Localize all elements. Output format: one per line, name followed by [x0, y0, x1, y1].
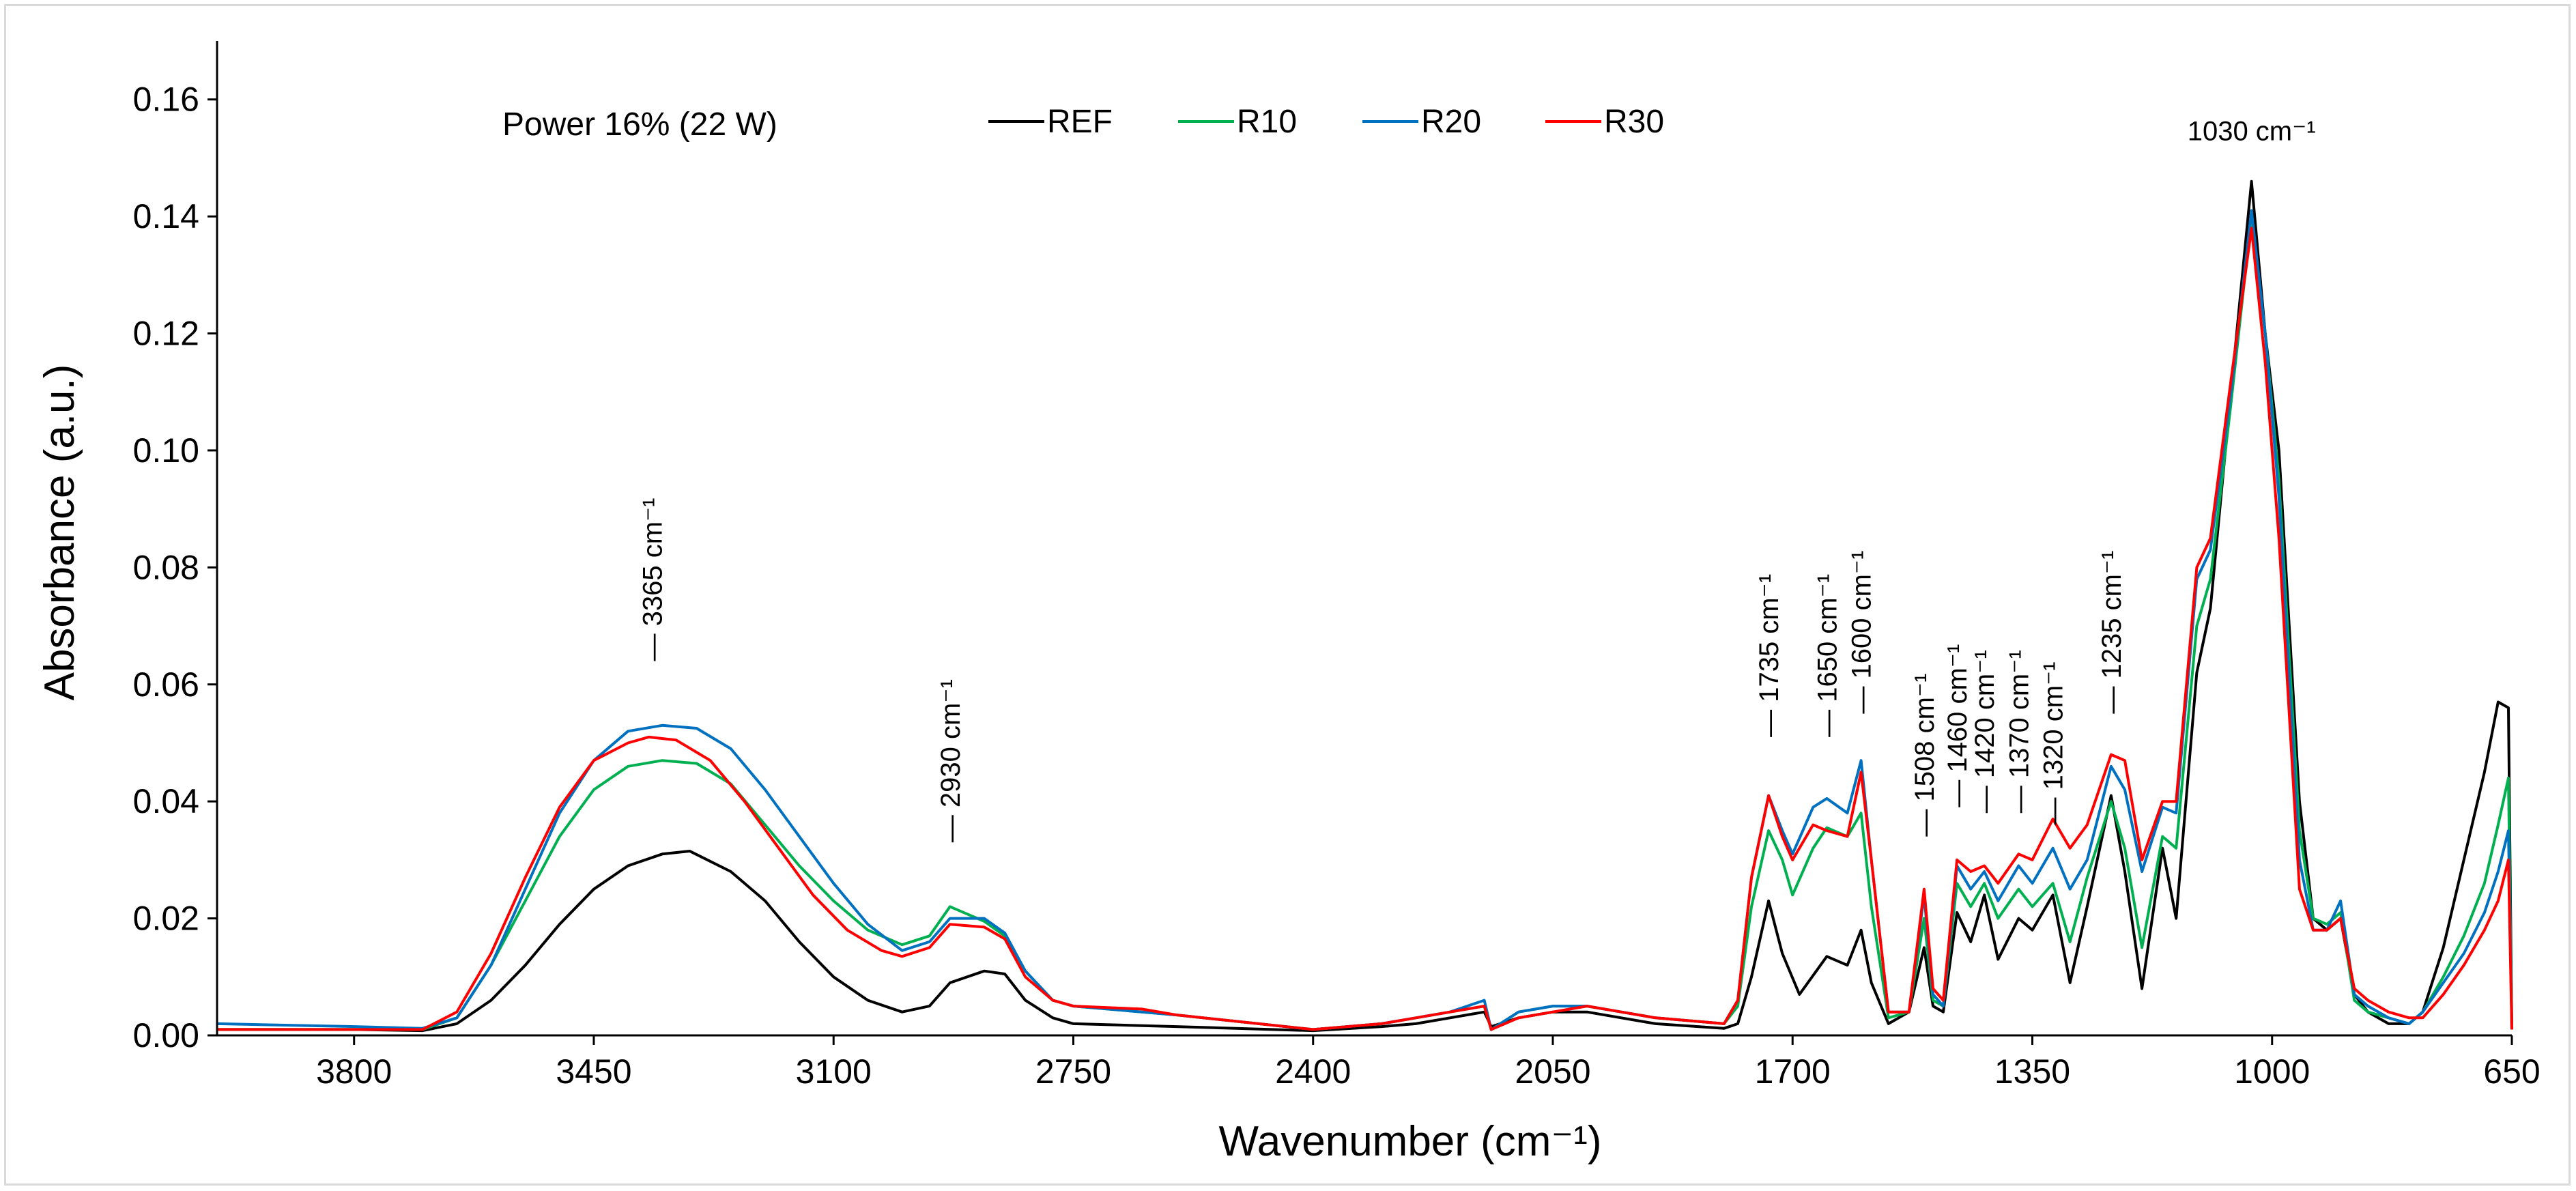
series-line-ref — [217, 180, 2513, 1033]
y-tick-label: 0.14 — [133, 197, 199, 235]
x-tick-label: 1350 — [1994, 1052, 2070, 1091]
y-axis-title: Absorbance (a.u.) — [36, 364, 83, 701]
axes-layer — [216, 41, 2512, 1037]
y-tick-label: 0.12 — [133, 315, 199, 353]
peak-annotation: — 1600 cm⁻¹ — [1847, 551, 1877, 714]
legend-label-r10: R10 — [1237, 104, 1297, 140]
peak-annotation: — 1650 cm⁻¹ — [1812, 574, 1842, 737]
series-layer — [216, 180, 2513, 1033]
x-axis-title: Wavenumber (cm⁻¹) — [1219, 1118, 1602, 1165]
x-tick-label: 3100 — [796, 1052, 872, 1091]
x-tick-label: 2750 — [1035, 1052, 1111, 1091]
peak-annotation: — 1460 cm⁻¹ — [1943, 644, 1973, 807]
y-tick-label: 0.06 — [133, 665, 199, 704]
y-tick-label: 0.10 — [133, 431, 199, 470]
x-tick-label: 650 — [2483, 1052, 2540, 1091]
x-tick-label: 3450 — [556, 1052, 631, 1091]
legend-label-r30: R30 — [1604, 104, 1664, 140]
annotation-layer: — 3365 cm⁻¹ — 2930 cm⁻¹ — 1735 cm⁻¹ — 1650 … — [638, 117, 2316, 842]
peak-annotation: — 1235 cm⁻¹ — [2097, 551, 2127, 714]
peak-annotation: — 1320 cm⁻¹ — [2039, 662, 2069, 825]
peak-annotation: — 2930 cm⁻¹ — [936, 679, 966, 842]
y-tick-label: 0.00 — [133, 1016, 199, 1054]
y-tick-label: 0.04 — [133, 782, 199, 820]
legend: REF R10 R20 R30 — [988, 104, 1664, 140]
x-tick-label: 3800 — [316, 1052, 392, 1091]
x-tick-label: 2400 — [1275, 1052, 1351, 1091]
peak-annotation: — 1508 cm⁻¹ — [1910, 674, 1940, 837]
x-tick-label: 2050 — [1515, 1052, 1590, 1091]
peak-annotation: — 1420 cm⁻¹ — [1970, 650, 2000, 813]
y-tick-label: 0.08 — [133, 548, 199, 586]
x-tick-label: 1700 — [1755, 1052, 1831, 1091]
chart-subtitle: Power 16% (22 W) — [502, 106, 777, 143]
peak-annotation: — 3365 cm⁻¹ — [638, 498, 668, 661]
legend-label-ref: REF — [1047, 104, 1113, 140]
y-tick-label: 0.16 — [133, 81, 199, 119]
ticks-layer: 0.00 0.02 0.04 0.06 0.08 0.10 0.12 0.14 0.16 3800… — [133, 81, 2541, 1091]
peak-annotation: — 1735 cm⁻¹ — [1754, 574, 1784, 737]
series-line-r10 — [217, 215, 2513, 1031]
peak-annotation: — 1370 cm⁻¹ — [2004, 650, 2034, 813]
legend-label-r20: R20 — [1421, 104, 1481, 140]
series-line-r30 — [217, 227, 2513, 1031]
y-tick-label: 0.02 — [133, 900, 199, 938]
peak-annotation: 1030 cm⁻¹ — [2188, 117, 2316, 147]
x-tick-label: 1000 — [2234, 1052, 2310, 1091]
series-line-r20 — [216, 209, 2513, 1031]
